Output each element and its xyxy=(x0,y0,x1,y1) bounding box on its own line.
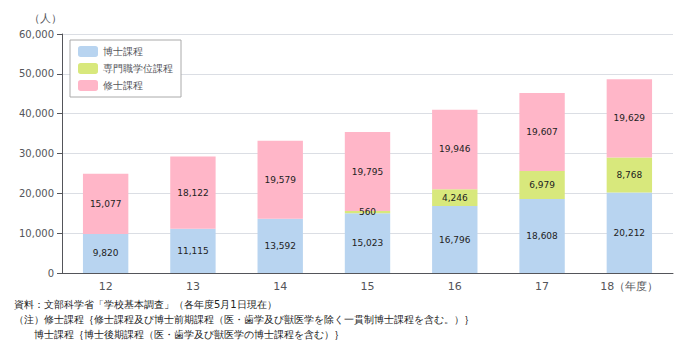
svg-text:（人）: （人） xyxy=(29,12,62,25)
svg-text:20,212: 20,212 xyxy=(614,228,646,238)
svg-text:35,378: 35,378 xyxy=(352,119,384,129)
svg-text:9,820: 9,820 xyxy=(93,248,119,258)
svg-text:10,000: 10,000 xyxy=(19,228,54,239)
svg-text:（注）修士課程｛修士課程及び博士前期課程（医・歯学及び獣医学: （注）修士課程｛修士課程及び博士前期課程（医・歯学及び獣医学を除く一貫制博士課程… xyxy=(14,314,474,325)
svg-text:18,608: 18,608 xyxy=(526,231,558,241)
svg-text:19,795: 19,795 xyxy=(352,167,384,177)
svg-text:15,077: 15,077 xyxy=(90,199,122,209)
svg-text:24,897: 24,897 xyxy=(90,160,122,170)
svg-text:18（年度）: 18（年度） xyxy=(600,280,658,293)
svg-text:50,000: 50,000 xyxy=(19,68,54,79)
svg-text:45,194: 45,194 xyxy=(526,79,558,89)
svg-text:560: 560 xyxy=(359,207,376,217)
svg-text:40,000: 40,000 xyxy=(19,108,54,119)
svg-text:13,592: 13,592 xyxy=(264,241,296,251)
svg-text:8,768: 8,768 xyxy=(616,170,642,180)
svg-text:19,946: 19,946 xyxy=(439,144,471,154)
svg-text:博士課程: 博士課程 xyxy=(103,46,143,57)
svg-text:16: 16 xyxy=(448,280,462,293)
svg-text:18,122: 18,122 xyxy=(177,188,209,198)
svg-text:19,607: 19,607 xyxy=(526,127,558,137)
svg-text:16,796: 16,796 xyxy=(439,235,471,245)
svg-text:13: 13 xyxy=(186,280,200,293)
svg-text:48,609: 48,609 xyxy=(614,66,646,76)
svg-text:14: 14 xyxy=(273,280,287,293)
svg-text:博士課程｛博士後期課程（医・歯学及び獣医学の博士課程を含む）: 博士課程｛博士後期課程（医・歯学及び獣医学の博士課程を含む）｝ xyxy=(14,329,344,340)
svg-text:0: 0 xyxy=(48,268,54,279)
svg-text:19,579: 19,579 xyxy=(264,175,296,185)
svg-text:19,629: 19,629 xyxy=(614,113,646,123)
svg-text:11,115: 11,115 xyxy=(177,246,209,256)
svg-text:30,000: 30,000 xyxy=(19,148,54,159)
svg-text:修士課程: 修士課程 xyxy=(103,80,143,91)
svg-text:17: 17 xyxy=(535,280,549,293)
svg-text:4,246: 4,246 xyxy=(442,193,468,203)
svg-text:29,237: 29,237 xyxy=(177,143,209,153)
svg-text:15: 15 xyxy=(361,280,375,293)
svg-text:専門職学位課程: 専門職学位課程 xyxy=(103,63,173,74)
svg-text:12: 12 xyxy=(99,280,113,293)
svg-text:33,171: 33,171 xyxy=(264,127,296,137)
svg-text:20,000: 20,000 xyxy=(19,188,54,199)
svg-text:15,023: 15,023 xyxy=(352,238,384,248)
svg-text:40,988: 40,988 xyxy=(439,96,471,106)
svg-text:6,979: 6,979 xyxy=(529,180,555,190)
svg-text:60,000: 60,000 xyxy=(19,29,54,40)
svg-text:資料：文部科学省「学校基本調査」（各年度5月1日現在）: 資料：文部科学省「学校基本調査」（各年度5月1日現在） xyxy=(14,299,277,310)
